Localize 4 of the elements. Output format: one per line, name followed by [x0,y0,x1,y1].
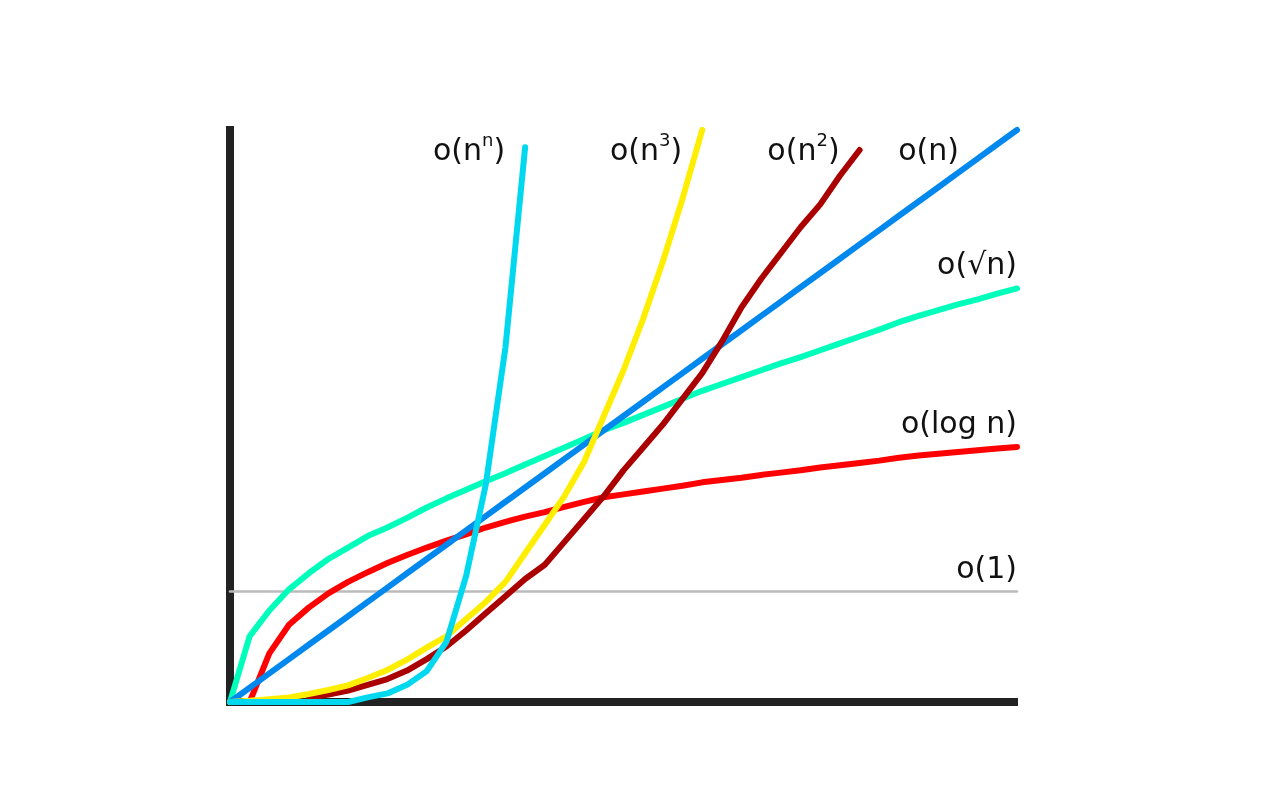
series-label: o(n) [898,132,959,167]
series-label: o(log n) [900,404,1017,440]
series-label: o(1) [956,549,1018,585]
series-label: o(√n) [937,246,1018,282]
